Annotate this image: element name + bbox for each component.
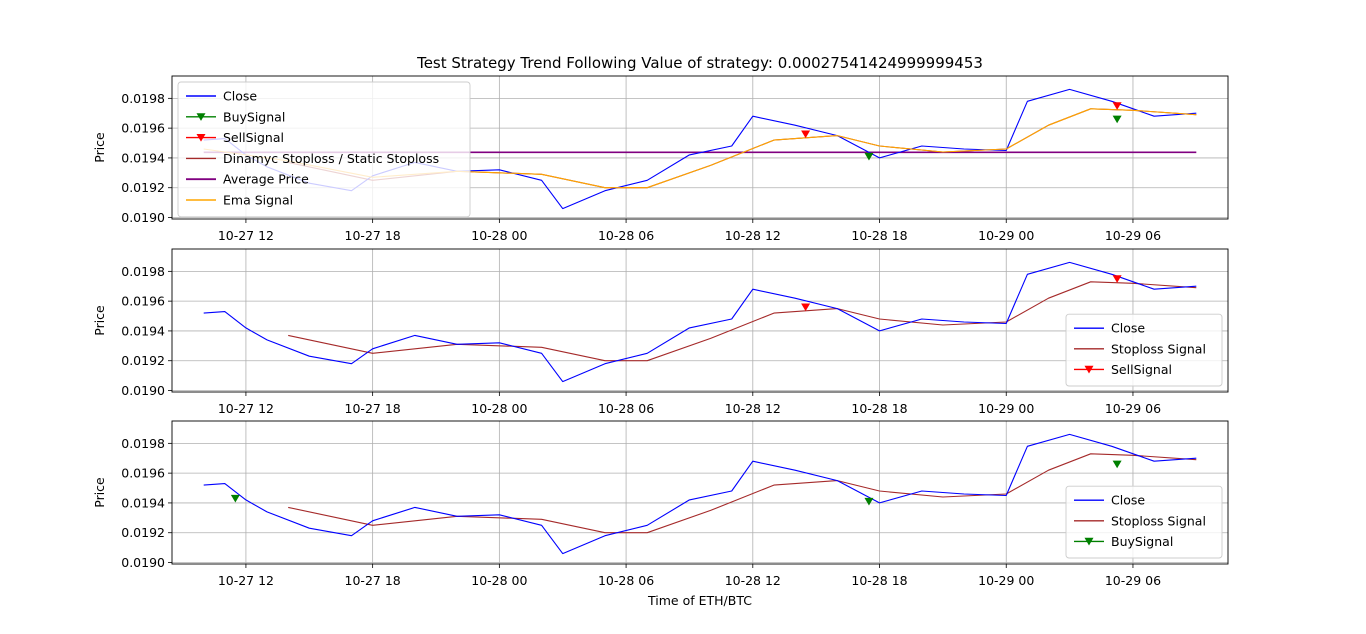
legend-box bbox=[1065, 313, 1223, 387]
series-stoploss-signal-line bbox=[288, 453, 1197, 534]
legend: Close BuySignal SellSignal Dinamyc Stoploss… bbox=[177, 81, 471, 218]
plot-frame bbox=[171, 75, 1229, 220]
legend-label-ema-signal: Ema Signal bbox=[223, 193, 293, 208]
x-tick-label: 10-28 12 bbox=[725, 401, 781, 416]
x-tick-label: 10-28 06 bbox=[598, 401, 654, 416]
x-tick-label: 10-28 00 bbox=[471, 228, 527, 243]
buysignal-marker bbox=[864, 152, 874, 161]
legend-label-buysignal: BuySignal bbox=[223, 109, 285, 124]
x-tick-label: 10-29 06 bbox=[1105, 228, 1161, 243]
x-axis-label: Time of ETH/BTC bbox=[647, 593, 752, 608]
sellsignal-marker bbox=[1112, 275, 1122, 283]
y-tick-label: 0.0198 bbox=[121, 91, 165, 106]
panel-bottom: 10-27 12 10-27 18 10-28 00 10-28 06 10-28 12… bbox=[92, 420, 1229, 588]
y-tick-label: 0.0190 bbox=[121, 383, 165, 398]
panel-top: 10-27 12 10-27 18 10-28 00 10-28 06 10-28 12… bbox=[92, 75, 1229, 243]
x-tick-label: 10-28 06 bbox=[598, 573, 654, 588]
legend-marker-buysignal bbox=[196, 113, 206, 121]
y-tick-label: 0.0194 bbox=[121, 495, 165, 510]
series-close-line bbox=[203, 261, 1197, 383]
x-tick-label: 10-28 18 bbox=[851, 401, 907, 416]
y-axis-label: Price bbox=[92, 305, 107, 336]
x-tick-label: 10-29 06 bbox=[1105, 401, 1161, 416]
legend-label-stoploss-signal: Stoploss Signal bbox=[1111, 513, 1206, 528]
legend-label-average-price: Average Price bbox=[223, 172, 309, 187]
x-tick-label: 10-28 18 bbox=[851, 573, 907, 588]
legend-box bbox=[177, 81, 471, 218]
y-tick-label: 0.0194 bbox=[121, 150, 165, 165]
legend-label-stoploss-signal: Stoploss Signal bbox=[1111, 341, 1206, 356]
x-tick-label: 10-27 12 bbox=[218, 228, 274, 243]
legend-label-close: Close bbox=[1111, 321, 1145, 336]
y-axis-label: Price bbox=[92, 132, 107, 163]
plot-frame bbox=[171, 248, 1229, 393]
x-tick-label: 10-29 00 bbox=[978, 228, 1034, 243]
sellsignal-marker bbox=[801, 303, 811, 312]
y-tick-label: 0.0190 bbox=[121, 555, 165, 570]
x-tick-label: 10-29 00 bbox=[978, 401, 1034, 416]
buysignal-marker bbox=[1112, 115, 1122, 124]
panel-middle: 10-27 12 10-27 18 10-28 00 10-28 06 10-28 12… bbox=[92, 248, 1229, 416]
legend-label-dinamyc-stoploss-static-stoploss: Dinamyc Stoploss / Static Stoploss bbox=[223, 151, 439, 166]
y-tick-label: 0.0196 bbox=[121, 121, 165, 136]
x-tick-label: 10-27 18 bbox=[345, 228, 401, 243]
x-tick-label: 10-28 12 bbox=[725, 573, 781, 588]
legend-marker-sellsignal bbox=[196, 134, 206, 142]
sellsignal-marker bbox=[1112, 102, 1122, 110]
legend-label-close: Close bbox=[1111, 493, 1145, 508]
buysignal-marker bbox=[230, 494, 240, 503]
x-tick-label: 10-28 18 bbox=[851, 228, 907, 243]
legend-label-sellsignal: SellSignal bbox=[223, 130, 284, 145]
y-tick-label: 0.0196 bbox=[121, 294, 165, 309]
y-tick-label: 0.0192 bbox=[121, 353, 165, 368]
legend-label-sellsignal: SellSignal bbox=[1111, 362, 1172, 377]
x-tick-label: 10-27 18 bbox=[345, 401, 401, 416]
legend-marker-sellsignal bbox=[1084, 365, 1094, 374]
figure-title: Test Strategy Trend Following Value of s… bbox=[416, 54, 983, 72]
x-tick-label: 10-29 06 bbox=[1105, 573, 1161, 588]
plot-frame bbox=[171, 420, 1229, 565]
legend: Close Stoploss Signal SellSignal bbox=[1065, 313, 1223, 387]
x-tick-label: 10-27 12 bbox=[218, 401, 274, 416]
sellsignal-marker bbox=[801, 130, 811, 139]
y-tick-label: 0.0194 bbox=[121, 323, 165, 338]
y-tick-label: 0.0198 bbox=[121, 264, 165, 279]
y-tick-label: 0.0192 bbox=[121, 180, 165, 195]
x-tick-label: 10-28 00 bbox=[471, 573, 527, 588]
y-tick-label: 0.0192 bbox=[121, 525, 165, 540]
buysignal-marker bbox=[1112, 460, 1122, 469]
x-tick-label: 10-27 18 bbox=[345, 573, 401, 588]
x-tick-label: 10-28 00 bbox=[471, 401, 527, 416]
x-tick-label: 10-28 12 bbox=[725, 228, 781, 243]
legend-marker-buysignal bbox=[1084, 537, 1094, 546]
y-tick-label: 0.0198 bbox=[121, 436, 165, 451]
legend: Close Stoploss Signal BuySignal bbox=[1065, 485, 1223, 559]
legend-label-buysignal: BuySignal bbox=[1111, 534, 1173, 549]
x-tick-label: 10-28 06 bbox=[598, 228, 654, 243]
y-tick-label: 0.0190 bbox=[121, 210, 165, 225]
y-axis-label: Price bbox=[92, 477, 107, 508]
series-close-line bbox=[203, 433, 1197, 555]
panels: 10-27 12 10-27 18 10-28 00 10-28 06 10-28 12… bbox=[92, 75, 1229, 588]
buysignal-marker bbox=[864, 497, 874, 506]
x-tick-label: 10-29 00 bbox=[978, 573, 1034, 588]
legend-label-close: Close bbox=[223, 89, 257, 104]
y-tick-label: 0.0196 bbox=[121, 466, 165, 481]
x-tick-label: 10-27 12 bbox=[218, 573, 274, 588]
legend-box bbox=[1065, 485, 1223, 559]
